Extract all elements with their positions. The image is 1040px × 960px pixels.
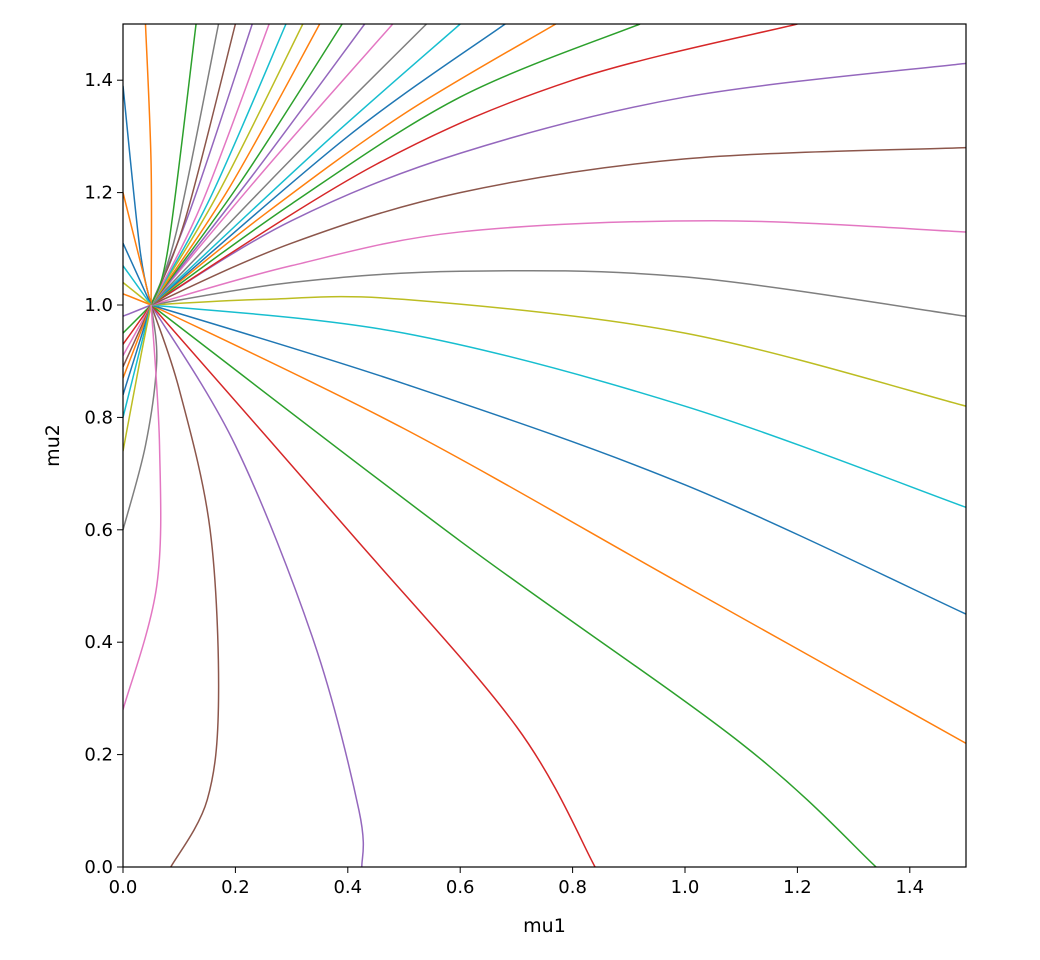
y-tick-label: 0.4 — [84, 632, 113, 653]
curve-line — [150, 304, 877, 867]
y-tick-label: 0.6 — [84, 520, 113, 541]
y-tick-label: 0.0 — [84, 857, 113, 878]
curve-line — [150, 304, 966, 615]
curve-line — [150, 24, 321, 306]
y-axis: 0.0 0.2 0.4 0.6 0.8 1.0 1.2 1.4 — [84, 70, 123, 878]
curve-line — [150, 269, 966, 317]
curve-line — [150, 62, 966, 306]
curve-line — [150, 146, 966, 306]
curve-line — [150, 304, 966, 745]
curve-line — [150, 24, 461, 306]
curve-line — [123, 304, 162, 710]
y-tick-label: 1.2 — [84, 183, 113, 204]
x-tick-label: 1.4 — [895, 877, 924, 898]
curve-line — [150, 24, 506, 306]
curve-line — [150, 24, 557, 306]
curve-line — [150, 24, 798, 306]
curve-line — [150, 24, 366, 306]
x-axis: 0.0 0.2 0.4 0.6 0.8 1.0 1.2 1.4 — [109, 867, 924, 898]
curve-line — [150, 24, 394, 306]
x-axis-label: mu1 — [523, 915, 566, 937]
curve-line — [123, 304, 158, 530]
x-tick-label: 0.0 — [109, 877, 138, 898]
curve-line — [150, 24, 287, 306]
curve-line — [150, 304, 220, 867]
curve-line — [151, 295, 966, 407]
y-tick-label: 1.4 — [84, 70, 113, 91]
y-tick-label: 1.0 — [84, 295, 113, 316]
x-tick-label: 0.4 — [333, 877, 362, 898]
y-tick-label: 0.8 — [84, 407, 113, 428]
x-tick-label: 1.0 — [671, 877, 700, 898]
curve-line — [150, 219, 966, 306]
curve-line — [150, 304, 596, 867]
x-tick-label: 1.2 — [783, 877, 812, 898]
curve-line — [123, 242, 152, 306]
curve-line — [150, 24, 304, 306]
curve-line — [150, 24, 343, 306]
y-tick-label: 0.2 — [84, 745, 113, 766]
curve-line — [150, 304, 365, 867]
curve-line — [123, 192, 152, 306]
curve-line — [151, 304, 966, 509]
curve-line — [150, 24, 270, 306]
curve-line — [150, 24, 428, 306]
x-tick-label: 0.6 — [446, 877, 475, 898]
curve-line — [144, 24, 153, 306]
curve-line — [123, 293, 152, 306]
x-tick-label: 0.8 — [558, 877, 587, 898]
curve-line — [150, 24, 641, 306]
curve-line — [150, 24, 197, 306]
curve-line — [123, 304, 152, 452]
x-tick-label: 0.2 — [221, 877, 250, 898]
plot-frame — [122, 23, 967, 868]
curves-group — [123, 24, 966, 867]
y-axis-label: mu2 — [42, 424, 64, 467]
